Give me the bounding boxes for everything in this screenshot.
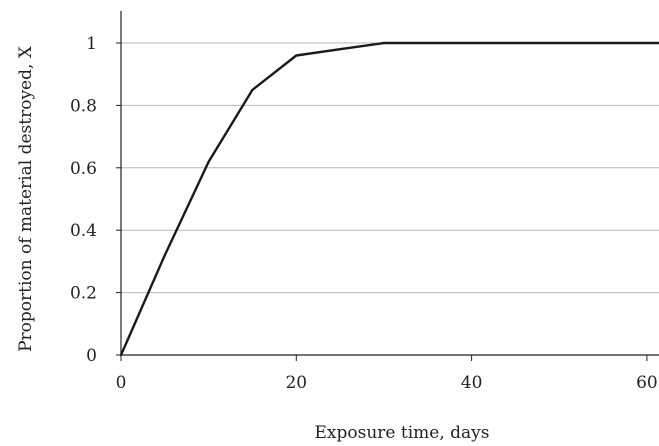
y-axis-title: Proportion of material destroyed, X (16, 45, 36, 352)
x-tick-label-3: 60 (636, 373, 658, 393)
x-axis-title: Exposure time, days (315, 423, 490, 443)
series-group (119, 41, 659, 357)
y-tick-label-1: 0.2 (70, 284, 97, 304)
x-tick-labels: 0 20 40 60 (116, 373, 658, 393)
y-tick-labels: 0 0.2 0.4 0.6 0.8 1 (70, 34, 97, 366)
y-tick-label-3: 0.6 (70, 159, 97, 179)
series-line-0 (119, 41, 659, 357)
x-tick-label-2: 40 (461, 373, 483, 393)
gridlines (121, 42, 659, 294)
y-tick-label-5: 1 (86, 34, 97, 54)
y-tick-label-4: 0.8 (70, 96, 97, 116)
x-tick-label-1: 20 (285, 373, 307, 393)
x-tick-label-0: 0 (116, 373, 127, 393)
axes (116, 11, 659, 361)
y-tick-label-0: 0 (86, 346, 97, 366)
y-tick-label-2: 0.4 (70, 221, 97, 241)
